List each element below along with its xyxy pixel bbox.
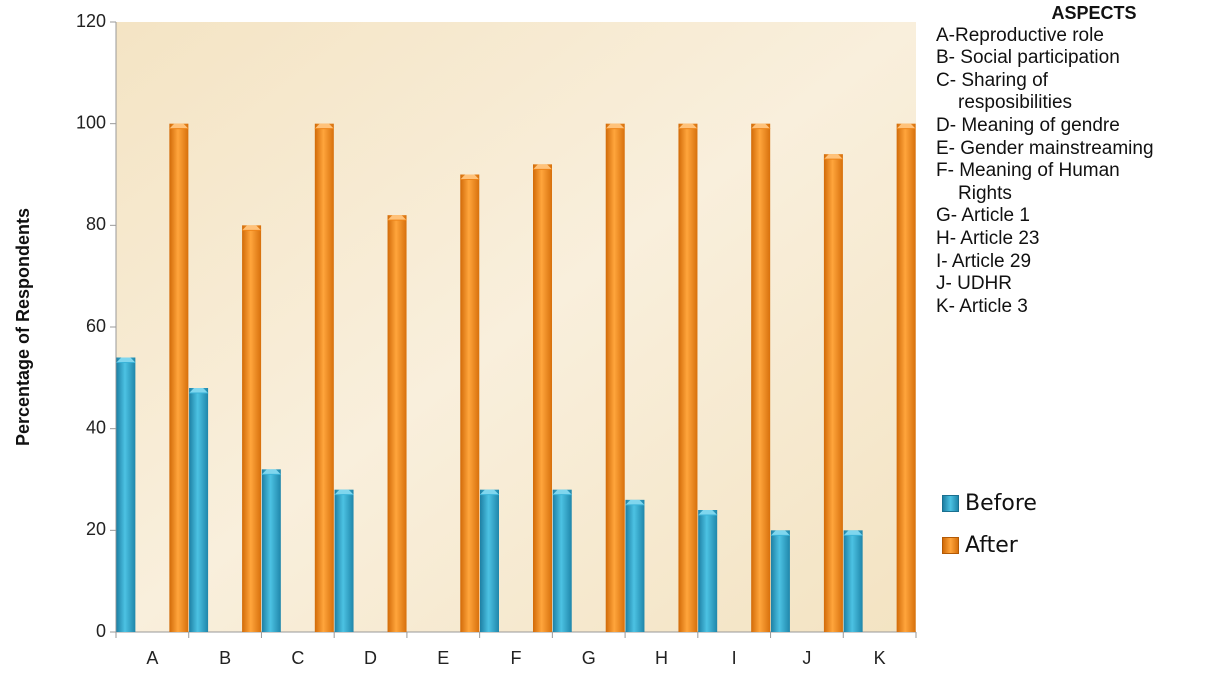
aspect-item-k: K- Article 3 (936, 295, 1028, 317)
aspects-title: ASPECTS (1051, 3, 1137, 23)
legend-label-after: After (965, 532, 1018, 558)
bar-after-c (314, 123, 334, 633)
aspect-item-j: J- UDHR (936, 273, 1012, 295)
aspect-item-i: I- Article 29 (936, 250, 1032, 272)
bar-after-h (678, 123, 698, 633)
y-tick-label: 100 (76, 112, 106, 132)
aspect-item-a: A-Reproductive role (936, 24, 1104, 46)
x-tick-label-f: F (511, 648, 522, 668)
bar-before-b (189, 388, 209, 632)
x-tick-label-c: C (291, 648, 304, 668)
aspects-list: A-Reproductive role B- Social participat… (936, 25, 1212, 319)
bar-before-d (334, 489, 354, 632)
aspect-item-h: H- Article 23 (936, 227, 1040, 249)
bar-before-k (843, 530, 863, 632)
aspect-item-b: B- Social participation (936, 47, 1120, 69)
y-tick-label: 120 (76, 11, 106, 31)
aspect-item-c: C- Sharing of resposibilities (936, 69, 1073, 114)
legend: Before After (942, 482, 1037, 566)
x-tick-label-h: H (655, 648, 668, 668)
y-axis-label: Percentage of Respondents (13, 208, 33, 446)
bar-before-f (480, 489, 499, 632)
bar-before-i (698, 510, 718, 632)
aspect-item-f: F- Meaning of Human Rights (936, 160, 1120, 204)
y-tick-label: 60 (86, 316, 106, 336)
aspect-item-e: E- Gender mainstreaming (936, 137, 1154, 159)
legend-label-before: Before (965, 490, 1037, 516)
x-tick-label-i: I (732, 648, 737, 668)
bar-after-d (387, 215, 407, 632)
x-tick-label-j: J (802, 648, 811, 668)
bar-after-f (533, 164, 552, 633)
aspects-panel: ASPECTS A-Reproductive role B- Social pa… (936, 2, 1212, 318)
plot-area (116, 22, 916, 632)
x-tick-label-e: E (437, 648, 449, 668)
bar-after-e (460, 174, 480, 632)
bar-after-g (605, 123, 625, 633)
bar-chart: 0 20 40 60 80 100 120 A B C D E F G H I J K Percentage o… (13, 11, 917, 668)
bar-before-c (261, 469, 281, 632)
bar-after-j (823, 154, 843, 632)
aspect-item-d: D- Meaning of gendre (936, 114, 1120, 136)
legend-item-before: Before (942, 482, 1037, 524)
bar-after-a (169, 123, 189, 633)
x-tick-label-g: G (582, 648, 596, 668)
legend-swatch-before (942, 494, 959, 512)
bar-before-a (116, 357, 136, 632)
x-tick-label-k: K (874, 648, 886, 668)
legend-swatch-after (942, 536, 959, 554)
aspect-item-g: G- Article 1 (936, 205, 1030, 227)
legend-item-after: After (942, 524, 1037, 566)
y-axis-ticks: 0 20 40 60 80 100 120 (76, 11, 116, 641)
bar-after-b (242, 225, 262, 633)
y-tick-label: 40 (86, 417, 106, 437)
x-tick-label-a: A (146, 648, 158, 668)
x-tick-label-b: B (219, 648, 231, 668)
y-tick-label: 80 (86, 214, 106, 234)
y-tick-label: 20 (86, 519, 106, 539)
x-tick-label-d: D (364, 648, 377, 668)
bar-after-k (896, 123, 916, 633)
bar-after-i (751, 123, 771, 633)
x-axis-ticks: A B C D E F G H I J K (115, 632, 917, 668)
bars (116, 123, 916, 633)
bar-before-j (770, 530, 790, 632)
bar-before-g (552, 489, 572, 632)
y-tick-label: 0 (96, 621, 106, 641)
bar-before-h (625, 499, 645, 632)
